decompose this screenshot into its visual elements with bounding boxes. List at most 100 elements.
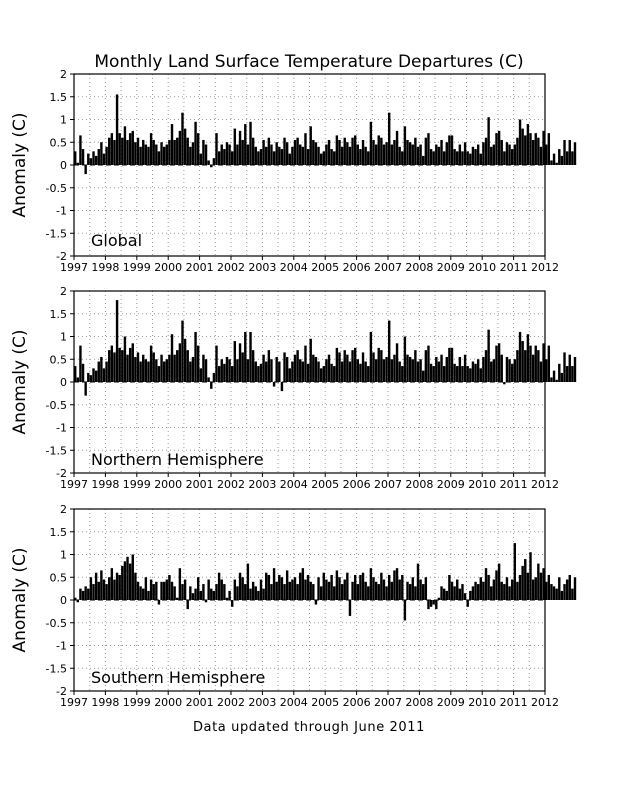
anomaly-bar: [359, 149, 362, 165]
anomaly-bar: [518, 119, 522, 165]
anomaly-bar: [367, 151, 370, 165]
anomaly-bar: [189, 586, 192, 600]
anomaly-bar: [432, 151, 435, 165]
anomaly-bar: [429, 600, 433, 607]
anomaly-bar: [453, 149, 456, 165]
anomaly-bar: [471, 146, 475, 165]
anomaly-bar: [495, 570, 498, 600]
y-tick-label: 0.5: [50, 571, 68, 584]
anomaly-bar: [217, 151, 221, 165]
anomaly-bar: [251, 350, 255, 382]
anomaly-bar: [403, 600, 407, 621]
anomaly-bar: [299, 359, 302, 382]
anomaly-bar: [121, 137, 124, 165]
anomaly-bar: [128, 133, 132, 165]
anomaly-bar: [487, 574, 490, 600]
anomaly-bar: [275, 581, 278, 600]
anomaly-bar: [309, 126, 312, 165]
anomaly-bar: [228, 590, 231, 600]
anomaly-bar: [225, 597, 229, 600]
anomaly-bar: [539, 361, 543, 382]
anomaly-bar: [97, 581, 100, 600]
anomaly-bar: [340, 361, 344, 382]
anomaly-bar: [223, 363, 226, 382]
anomaly-bar: [272, 568, 276, 600]
anomaly-bar: [427, 345, 430, 382]
anomaly-bar: [186, 350, 189, 382]
anomaly-bar: [304, 345, 307, 382]
anomaly-bar: [100, 356, 103, 382]
anomaly-bar: [487, 117, 490, 165]
anomaly-bar: [220, 144, 223, 165]
anomaly-bar: [416, 563, 420, 600]
anomaly-bar: [361, 139, 365, 165]
anomaly-bar: [463, 354, 467, 382]
anomaly-bar: [207, 579, 210, 600]
y-axis-label: Anomaly (C): [10, 547, 30, 652]
anomaly-bar: [408, 356, 412, 382]
x-tick-label: 2010: [468, 478, 496, 491]
anomaly-bar: [505, 356, 509, 382]
anomaly-bar: [241, 139, 244, 165]
anomaly-bar: [442, 366, 446, 382]
anomaly-bar: [555, 588, 558, 600]
anomaly-bar: [176, 350, 179, 382]
anomaly-bar: [199, 153, 203, 165]
anomaly-bar: [102, 368, 106, 382]
y-tick-label: -1: [56, 205, 67, 218]
x-tick-label: 2008: [405, 261, 433, 274]
x-tick-label: 2002: [217, 478, 245, 491]
anomaly-bar: [335, 570, 339, 600]
anomaly-bar: [422, 155, 425, 165]
anomaly-bar: [432, 600, 435, 605]
anomaly-bar: [377, 135, 380, 165]
anomaly-bar: [450, 135, 454, 165]
anomaly-bar: [102, 579, 106, 600]
anomaly-bar: [440, 139, 443, 165]
anomaly-bar: [89, 577, 93, 600]
anomaly-bar: [427, 133, 430, 165]
anomaly-bar: [414, 137, 417, 165]
anomaly-bar: [257, 151, 260, 165]
anomaly-bar: [395, 130, 399, 165]
anomaly-bar: [283, 137, 286, 165]
data-update-note: Data updated through June 2011: [193, 720, 425, 735]
anomaly-bar: [547, 133, 551, 165]
y-tick-label: 1: [60, 331, 67, 344]
anomaly-bar: [147, 361, 150, 382]
anomaly-bar: [204, 359, 208, 382]
anomaly-bar: [351, 581, 354, 600]
anomaly-bar: [440, 586, 443, 600]
anomaly-bar: [555, 379, 558, 382]
anomaly-bar: [204, 600, 208, 603]
anomaly-bar: [87, 153, 90, 165]
anomaly-bar: [490, 146, 493, 165]
x-tick-label: 2012: [531, 261, 559, 274]
anomaly-bar: [492, 144, 496, 165]
y-tick-label: 0: [60, 159, 67, 172]
anomaly-bar: [333, 366, 336, 382]
x-tick-label: 1997: [60, 696, 88, 709]
anomaly-bar: [403, 336, 407, 382]
anomaly-bar: [296, 350, 299, 382]
anomaly-bar: [128, 347, 132, 382]
anomaly-bar: [204, 144, 208, 165]
panel-label: Global: [91, 231, 142, 250]
anomaly-bar: [513, 359, 517, 382]
x-tick-label: 2008: [405, 696, 433, 709]
anomaly-bar: [568, 139, 571, 165]
anomaly-bar: [398, 361, 401, 382]
anomaly-bar: [393, 570, 396, 600]
anomaly-bar: [223, 149, 226, 165]
anomaly-bar: [537, 137, 540, 165]
y-tick-label: 1.5: [50, 308, 68, 321]
anomaly-bar: [113, 579, 116, 600]
anomaly-bar: [490, 586, 493, 600]
anomaly-bar: [359, 363, 362, 382]
anomaly-bar: [105, 584, 108, 600]
x-tick-label: 2000: [154, 696, 182, 709]
anomaly-bar: [108, 137, 111, 165]
anomaly-bar: [380, 137, 383, 165]
anomaly-bar: [168, 139, 171, 165]
x-tick-label: 2011: [500, 261, 528, 274]
